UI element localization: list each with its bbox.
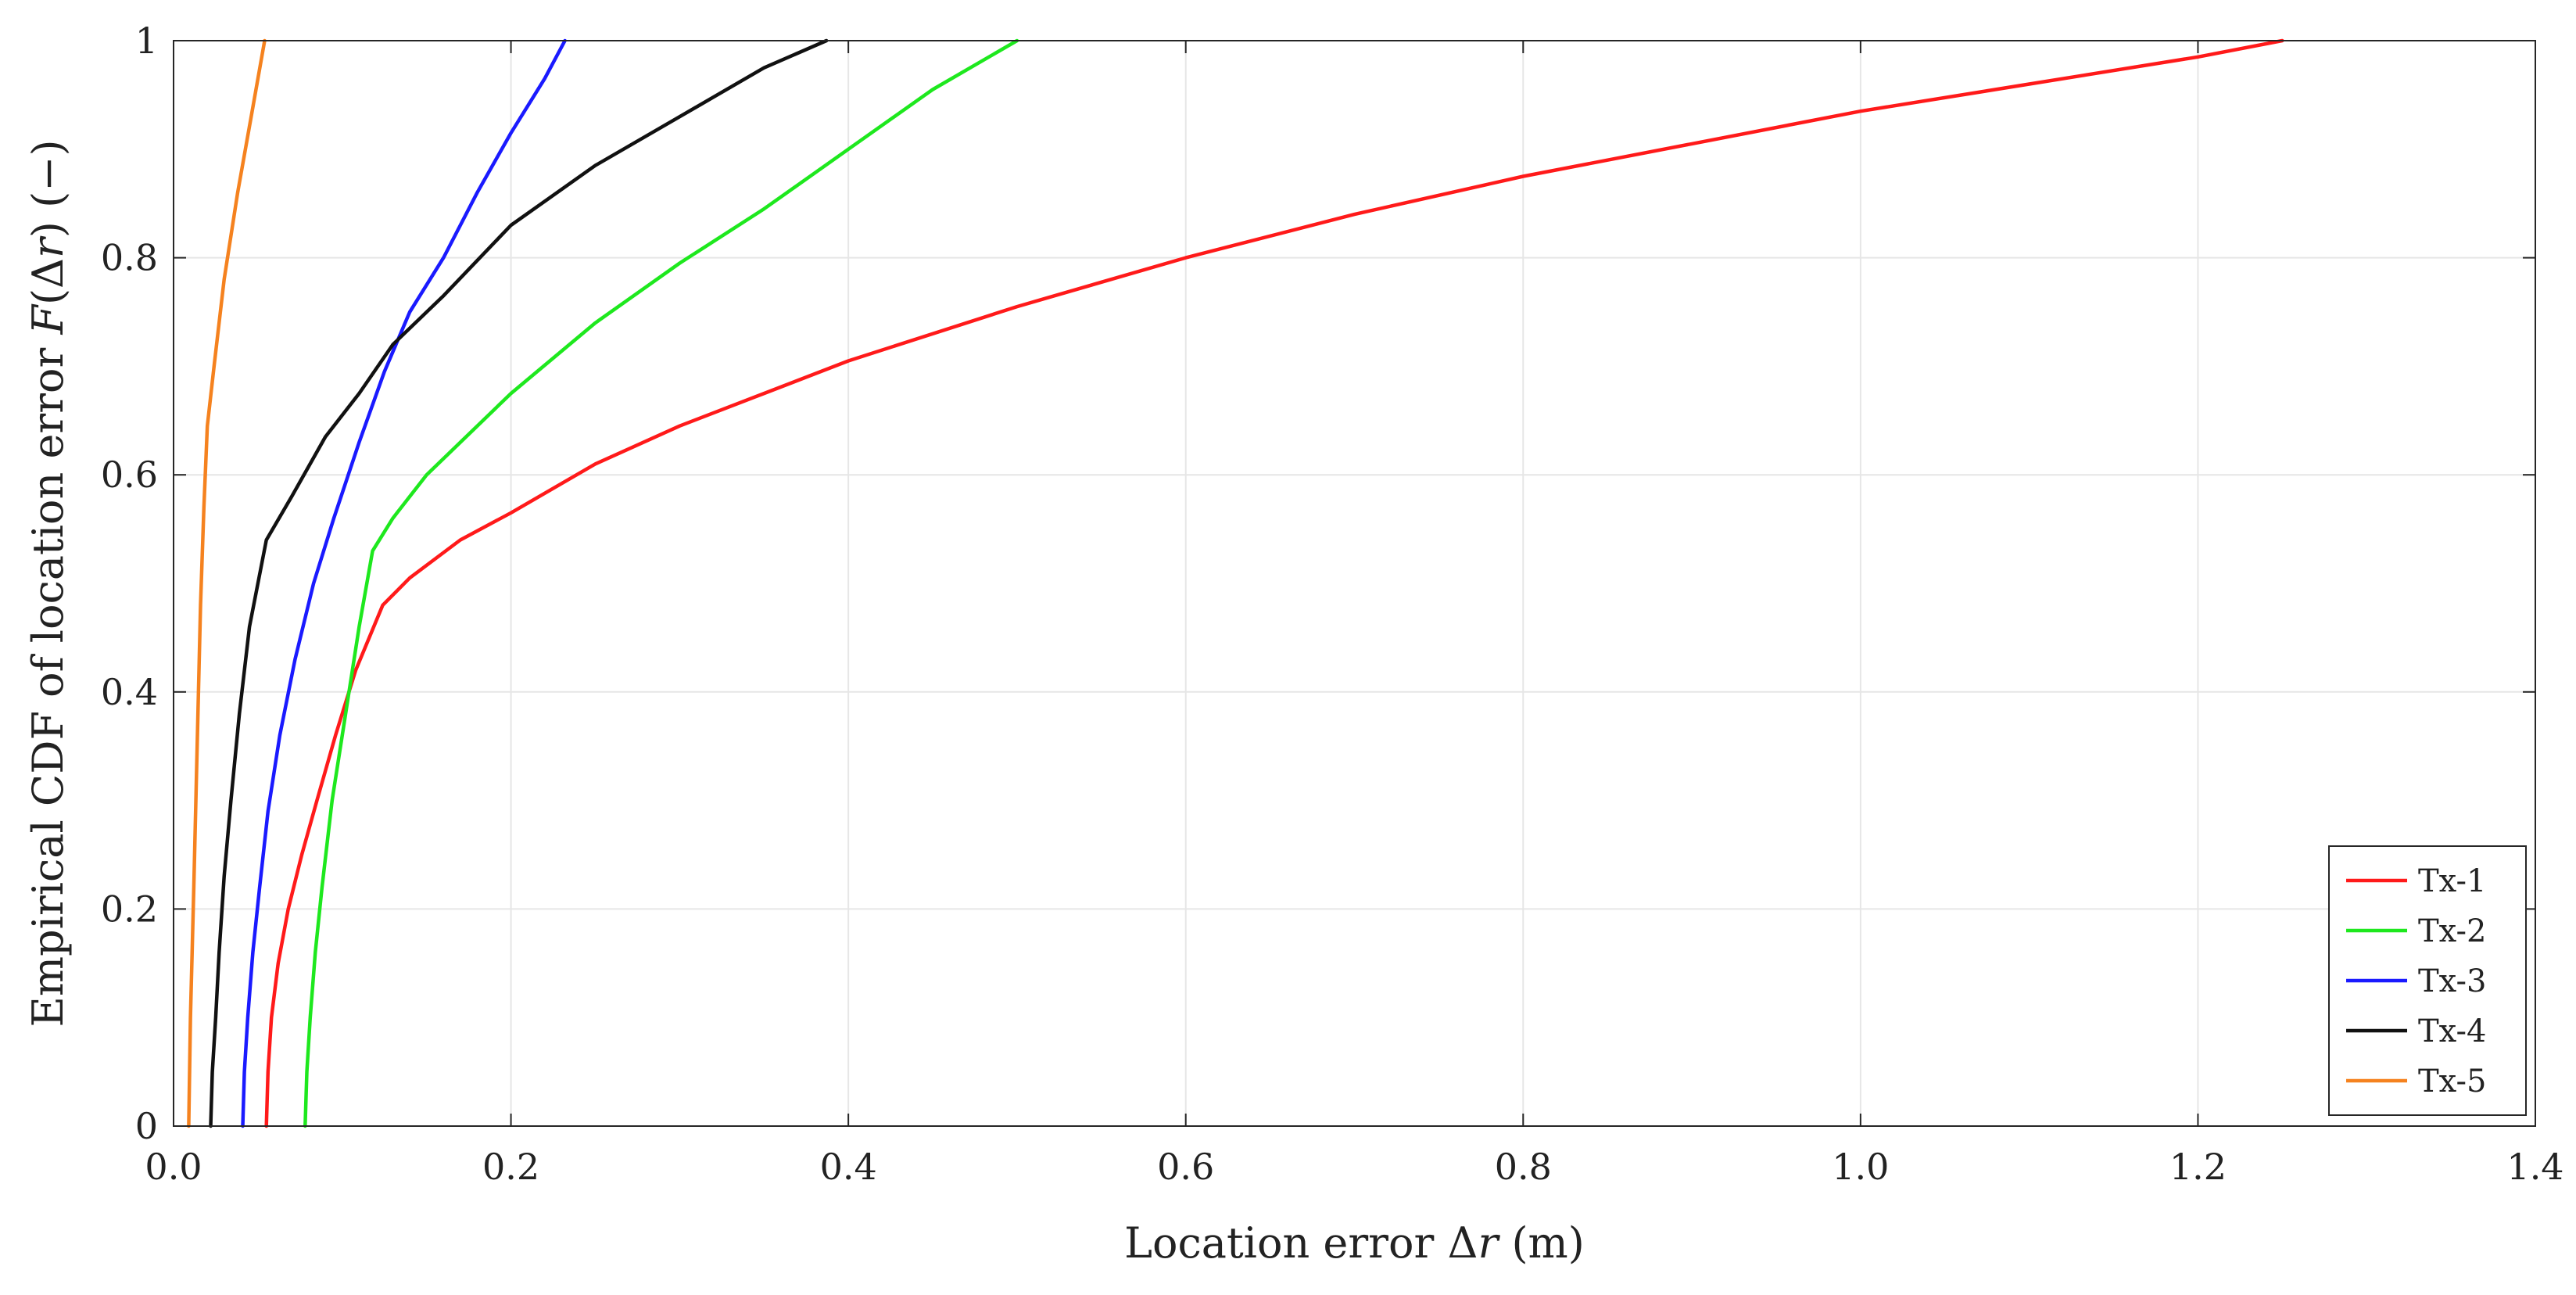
x-tick-label: 0.0 bbox=[145, 1146, 202, 1188]
x-tick-label: 1.2 bbox=[2169, 1146, 2227, 1188]
x-tick-label: 0.6 bbox=[1157, 1146, 1214, 1188]
legend-label: Tx-3 bbox=[2418, 963, 2487, 999]
legend-label: Tx-4 bbox=[2418, 1013, 2487, 1049]
series-line-tx-5 bbox=[187, 38, 267, 1128]
y-tick-label: 0.6 bbox=[101, 454, 158, 496]
legend-label: Tx-1 bbox=[2418, 863, 2487, 899]
plot-frame bbox=[173, 40, 2536, 1127]
y-tick-label: 0.4 bbox=[101, 671, 158, 713]
y-tick-label: 0.2 bbox=[101, 888, 158, 930]
x-tick-label: 0.8 bbox=[1495, 1146, 1552, 1188]
legend-label: Tx-5 bbox=[2418, 1064, 2487, 1099]
y-tick-label: 0 bbox=[135, 1105, 158, 1147]
x-tick-label: 0.2 bbox=[482, 1146, 539, 1188]
x-tick-label: 0.4 bbox=[820, 1146, 877, 1188]
series-line-tx-1 bbox=[264, 38, 2284, 1128]
axis-ticks: 0.0 0.2 0.4 0.6 0.8 1.0 1.2 1.4 0 0.2 0.4 0.6 0.8 1 bbox=[101, 20, 2564, 1188]
series-lines bbox=[187, 38, 2284, 1128]
x-tick-label: 1.4 bbox=[2506, 1146, 2563, 1188]
y-axis-label: Empirical CDF of location error F(Δr) (−… bbox=[23, 139, 73, 1027]
grid bbox=[174, 41, 2535, 1126]
x-axis-label: Location error Δr (m) bbox=[1124, 1218, 1585, 1268]
y-tick-label: 0.8 bbox=[101, 237, 158, 279]
series-line-tx-2 bbox=[303, 38, 1019, 1128]
y-tick-label: 1 bbox=[135, 20, 158, 62]
x-tick-label: 1.0 bbox=[1832, 1146, 1889, 1188]
legend: Tx-1 Tx-2 Tx-3 Tx-4 Tx-5 bbox=[2328, 845, 2527, 1116]
legend-label: Tx-2 bbox=[2418, 913, 2487, 949]
series-line-tx-4 bbox=[209, 38, 829, 1128]
series-line-tx-3 bbox=[241, 38, 567, 1128]
